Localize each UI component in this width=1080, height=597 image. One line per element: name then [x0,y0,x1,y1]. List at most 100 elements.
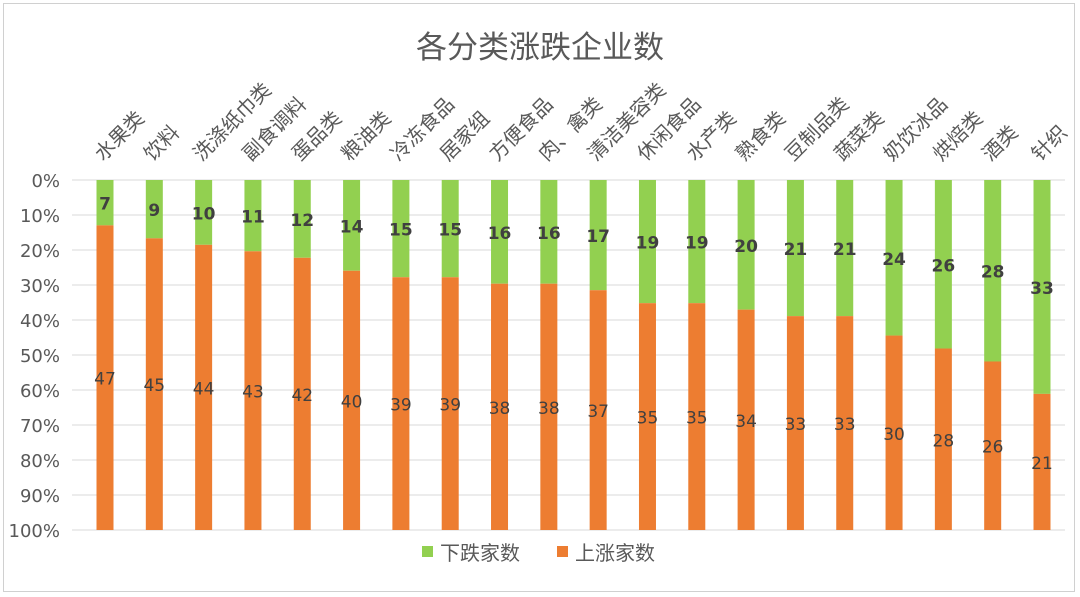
bar-down [441,180,459,278]
bar-up [293,257,311,530]
bar-up [688,303,706,530]
bar-up [885,335,903,530]
bar-up [638,303,656,530]
bar-down [491,180,509,284]
bar-up [441,277,459,530]
data-label-down: 33 [1030,279,1054,299]
data-label-down: 19 [636,234,660,254]
bar-up [1033,393,1051,530]
bar-up [145,238,163,531]
bar-down [244,180,262,252]
data-label-down: 28 [981,263,1005,283]
legend-label-up: 上涨家数 [575,541,655,565]
bar-down [688,180,706,304]
bar-down [638,180,656,304]
data-label-up: 26 [982,438,1004,458]
data-label-down: 10 [192,204,216,224]
y-tick-label: 20% [20,241,60,262]
data-label-up: 33 [785,415,807,435]
bar-up [195,244,213,530]
y-tick-label: 30% [20,276,60,297]
bar-down [195,180,213,245]
y-tick-label: 0% [31,171,60,192]
data-label-up: 37 [587,402,609,422]
bar-up [737,309,755,530]
bar-up [984,361,1002,530]
x-tick-label: 粮油类 [336,106,395,165]
x-tick-label: 水果类 [90,106,149,165]
bar-up [836,316,854,530]
chart-title: 各分类涨跌企业数 [416,30,664,66]
bar-down [540,180,558,284]
bar-down [737,180,755,310]
bar-up [392,277,410,530]
bar-down [145,180,163,239]
y-axis: 0% 10% 20% 30% 40% 50% 60% 70% 80% 90% 100% [9,171,60,542]
data-label-up: 28 [933,431,955,451]
data-label-up: 43 [242,383,264,403]
data-label-up: 35 [686,409,708,429]
y-tick-label: 70% [20,416,60,437]
bar-down [786,180,804,317]
data-label-up: 38 [538,399,560,419]
data-label-up: 38 [489,399,511,419]
data-label-down: 16 [537,224,561,244]
data-label-up: 39 [390,396,412,416]
data-label-down: 24 [882,250,906,270]
bar-up [589,290,607,530]
data-label-down: 15 [389,221,413,241]
data-label-down: 17 [586,227,610,247]
bar-down [1033,180,1051,394]
data-label-down: 21 [833,240,857,260]
bar-down [836,180,854,317]
data-label-down: 15 [438,221,462,241]
data-label-down: 21 [784,240,808,260]
data-label-down: 12 [290,211,314,231]
data-label-down: 16 [488,224,512,244]
data-label-up: 39 [439,396,461,416]
chart-frame [3,3,1075,592]
data-label-down: 19 [685,234,709,254]
bar-down [392,180,410,278]
y-tick-label: 50% [20,346,60,367]
x-tick-label: 酒类 [977,120,1022,165]
bar-down [293,180,311,258]
data-label-down: 7 [99,195,111,215]
bar-down [885,180,903,336]
bar-up [96,225,114,531]
bar-up [540,283,558,530]
data-label-up: 42 [291,386,313,406]
data-label-down: 26 [932,256,956,276]
y-tick-label: 80% [20,451,60,472]
legend-label-down: 下跌家数 [440,541,520,565]
data-label-up: 34 [735,412,757,432]
bar-down [343,180,361,271]
bar-down [96,180,114,226]
data-label-down: 20 [734,237,758,257]
data-label-up: 30 [883,425,905,445]
bar-up [343,270,361,530]
data-label-down: 9 [148,201,160,221]
gridlines [72,179,1065,531]
x-tick-label: 针织 [1027,120,1072,165]
data-label-down: 11 [241,208,265,228]
data-label-up: 35 [637,409,659,429]
bar-up [786,316,804,530]
legend-swatch-up [557,546,568,557]
bar-up [934,348,952,530]
bar-down [984,180,1002,362]
data-label-up: 47 [94,370,116,390]
data-label-down: 14 [340,217,364,237]
y-tick-label: 100% [9,521,60,542]
bar-up [491,283,509,530]
bar-up [244,251,262,530]
legend-swatch-down [422,546,433,557]
y-tick-label: 90% [20,486,60,507]
y-tick-label: 10% [20,206,60,227]
x-tick-label: 熟食类 [731,106,790,165]
data-label-up: 33 [834,415,856,435]
y-tick-label: 40% [20,311,60,332]
data-label-up: 45 [143,376,165,396]
